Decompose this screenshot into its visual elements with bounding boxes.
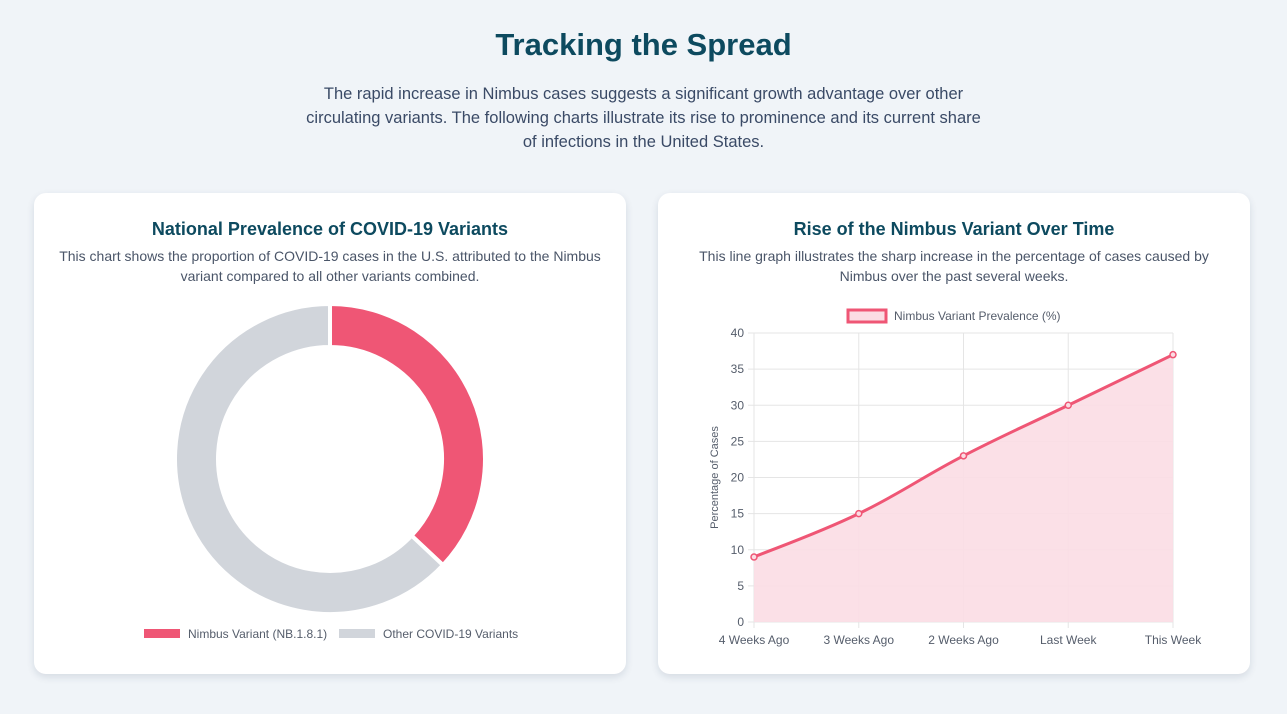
y-tick-label-8: 40: [731, 326, 745, 340]
x-tick-label-4: This Week: [1145, 633, 1202, 647]
legend-swatch-0: [144, 629, 180, 638]
y-tick-label-1: 5: [737, 579, 744, 593]
y-tick-label-6: 30: [731, 398, 745, 412]
donut-chart: Nimbus Variant (NB.1.8.1) Other COVID-19 …: [144, 301, 518, 641]
y-tick-label-5: 25: [731, 434, 745, 448]
series-area: [754, 354, 1173, 622]
x-tick-label-3: Last Week: [1040, 633, 1097, 647]
legend-label-1: Other COVID-19 Variants: [383, 627, 518, 641]
line-chart: 0 5 10 15 20 25 30 35 40 4 Weeks Ago 3 Weeks Ago 2 …: [709, 308, 1202, 647]
donut-card-subtitle: This chart shows the proportion of COVID…: [59, 248, 601, 284]
donut-card: National Prevalence of COVID-19 Variants…: [34, 193, 626, 674]
line-card-title: Rise of the Nimbus Variant Over Time: [793, 219, 1115, 239]
data-point-3: [1064, 401, 1072, 409]
x-tick-label-0: 4 Weeks Ago: [719, 633, 790, 647]
y-tick-label-7: 35: [731, 362, 745, 376]
y-tick-label-3: 15: [731, 507, 745, 521]
page-title: Tracking the Spread: [495, 27, 792, 62]
donut-slice-0: [328, 301, 487, 568]
legend-swatch-1: [339, 629, 375, 638]
page-intro: The rapid increase in Nimbus cases sugge…: [306, 85, 981, 151]
y-tick-label-0: 0: [737, 615, 744, 629]
legend-swatch: [846, 308, 888, 324]
legend-label-0: Nimbus Variant (NB.1.8.1): [188, 627, 327, 641]
x-tick-label-1: 3 Weeks Ago: [824, 633, 895, 647]
donut-slice-1: [173, 301, 446, 616]
line-card-subtitle: This line graph illustrates the sharp in…: [699, 248, 1209, 284]
x-tick-label-2: 2 Weeks Ago: [928, 633, 999, 647]
y-axis-title: Percentage of Cases: [709, 426, 721, 529]
donut-card-title: National Prevalence of COVID-19 Variants: [151, 219, 509, 239]
data-point-1: [855, 509, 863, 518]
data-point-0: [750, 553, 758, 561]
data-point-4: [1169, 350, 1177, 359]
y-tick-label-2: 10: [731, 543, 745, 557]
line-card: Rise of the Nimbus Variant Over Time Thi…: [658, 193, 1250, 674]
legend-label: Nimbus Variant Prevalence (%): [894, 309, 1061, 323]
data-point-2: [959, 452, 968, 460]
y-tick-label-4: 20: [731, 471, 745, 485]
